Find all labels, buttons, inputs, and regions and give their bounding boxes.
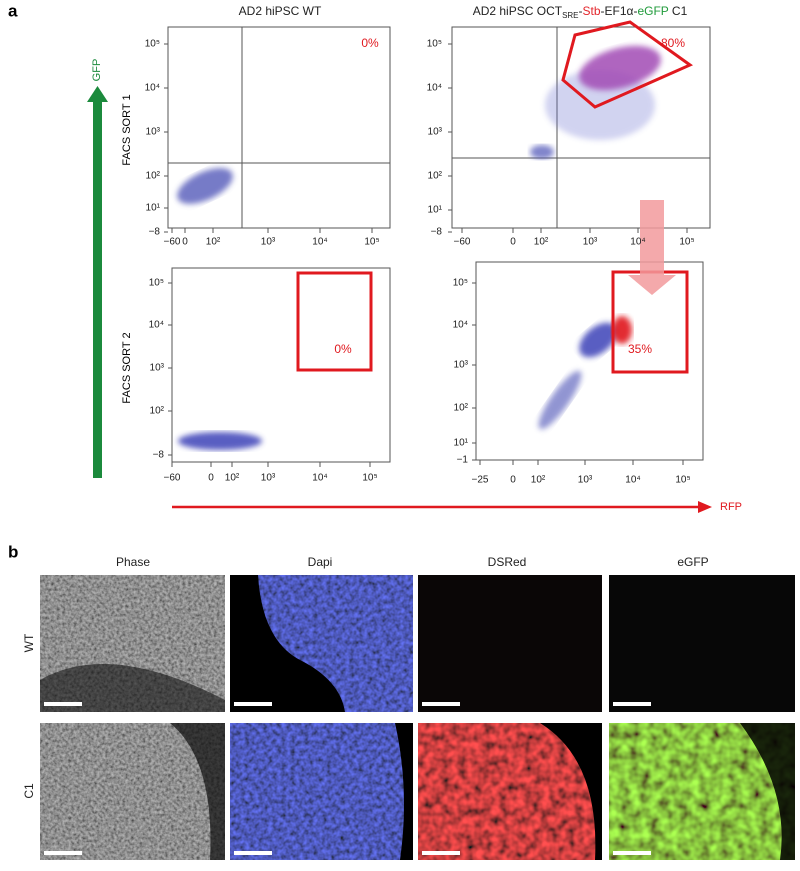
- x-tick-label: 10⁴: [312, 473, 327, 484]
- title-part: -EF1α-: [601, 4, 638, 18]
- y-tick-label: 10⁵: [149, 278, 164, 289]
- y-tick-label: 10³: [428, 127, 443, 138]
- micrographs: [40, 575, 795, 860]
- title-part: eGFP: [637, 4, 668, 18]
- x-tick-label: −60: [454, 237, 471, 248]
- x-tick-label: 0: [182, 237, 188, 248]
- column-title: Phase: [116, 555, 150, 569]
- y-tick-label: 10²: [146, 171, 161, 182]
- title-part: AD2 hiPSC OCT: [473, 4, 563, 18]
- x-tick-label: −60: [164, 473, 181, 484]
- gate-percent: 0%: [361, 36, 379, 50]
- y-tick-label: 10⁵: [145, 39, 160, 50]
- y-tick-label: 10⁴: [453, 320, 468, 331]
- x-tick-label: 0: [510, 237, 516, 248]
- panel-label: a: [8, 1, 18, 20]
- title-part: -: [579, 4, 583, 18]
- y-tick-label: 10³: [150, 363, 165, 374]
- gate-percent: 80%: [661, 36, 685, 50]
- x-tick-label: 10⁵: [364, 237, 379, 248]
- y-tick-label: −8: [149, 227, 161, 238]
- y-tick-label: −1: [457, 455, 469, 466]
- column-title: eGFP: [677, 555, 708, 569]
- plot-frames: [167, 26, 711, 463]
- x-tick-label: 10⁴: [312, 237, 327, 248]
- gate-percent: 35%: [628, 342, 652, 356]
- x-tick-label: 10³: [261, 473, 276, 484]
- y-tick-label: 10¹: [428, 205, 443, 216]
- x-tick-label: 10²: [225, 473, 240, 484]
- y-tick-label: 10³: [146, 127, 161, 138]
- x-tick-label: 10⁵: [362, 473, 377, 484]
- x-tick-label: 10³: [578, 475, 593, 486]
- column-title: AD2 hiPSC OCTSRE-Stb-EF1α-eGFP C1: [473, 4, 688, 20]
- y-tick-label: 10⁴: [145, 83, 160, 94]
- x-tick-label: 10⁵: [679, 237, 694, 248]
- x-tick-label: −60: [164, 237, 181, 248]
- column-title: AD2 hiPSC WT: [239, 4, 322, 18]
- row-label: WT: [22, 633, 36, 652]
- y-tick-label: 10²: [428, 171, 443, 182]
- scale-bars: [44, 702, 651, 855]
- rfp-arrow-head: [698, 501, 712, 513]
- y-tick-label: 10⁴: [427, 83, 442, 94]
- x-axis-label: RFP: [720, 501, 742, 513]
- x-tick-label: 0: [208, 473, 214, 484]
- x-tick-label: −25: [472, 475, 489, 486]
- x-tick-label: 10⁴: [625, 475, 640, 486]
- x-tick-label: 10²: [531, 475, 546, 486]
- gfp-arrow: [93, 100, 102, 478]
- title-part: C1: [669, 4, 688, 18]
- sort-arrow: [628, 200, 676, 295]
- x-tick-label: 10³: [261, 237, 276, 248]
- x-tick-label: 10²: [206, 237, 221, 248]
- y-axis-label: GFP: [91, 59, 103, 82]
- y-tick-label: 10⁴: [149, 320, 164, 331]
- row-label: C1: [22, 783, 36, 799]
- panel-label: b: [8, 542, 18, 561]
- row-label: FACS SORT 1: [121, 94, 133, 165]
- title-part: AD2 hiPSC WT: [239, 4, 322, 18]
- row-label: FACS SORT 2: [121, 332, 133, 403]
- y-tick-label: 10⁵: [427, 39, 442, 50]
- title-part: SRE: [562, 11, 578, 20]
- x-tick-label: 0: [510, 475, 516, 486]
- y-tick-label: 10³: [454, 360, 469, 371]
- y-tick-label: 10²: [150, 406, 165, 417]
- column-title: DSRed: [488, 555, 527, 569]
- y-tick-label: −8: [153, 450, 165, 461]
- x-tick-label: 10²: [534, 237, 549, 248]
- x-tick-label: 10⁵: [675, 475, 690, 486]
- y-tick-label: 10¹: [454, 438, 469, 449]
- gfp-arrow-head: [87, 86, 108, 102]
- y-tick-label: −8: [431, 227, 443, 238]
- column-title: Dapi: [308, 555, 333, 569]
- gate-percent: 0%: [334, 342, 352, 356]
- y-tick-label: 10¹: [146, 203, 161, 214]
- x-tick-label: 10⁴: [630, 237, 645, 248]
- y-tick-label: 10²: [454, 403, 469, 414]
- y-tick-label: 10⁵: [453, 278, 468, 289]
- title-part: Stb: [583, 4, 601, 18]
- x-tick-label: 10³: [583, 237, 598, 248]
